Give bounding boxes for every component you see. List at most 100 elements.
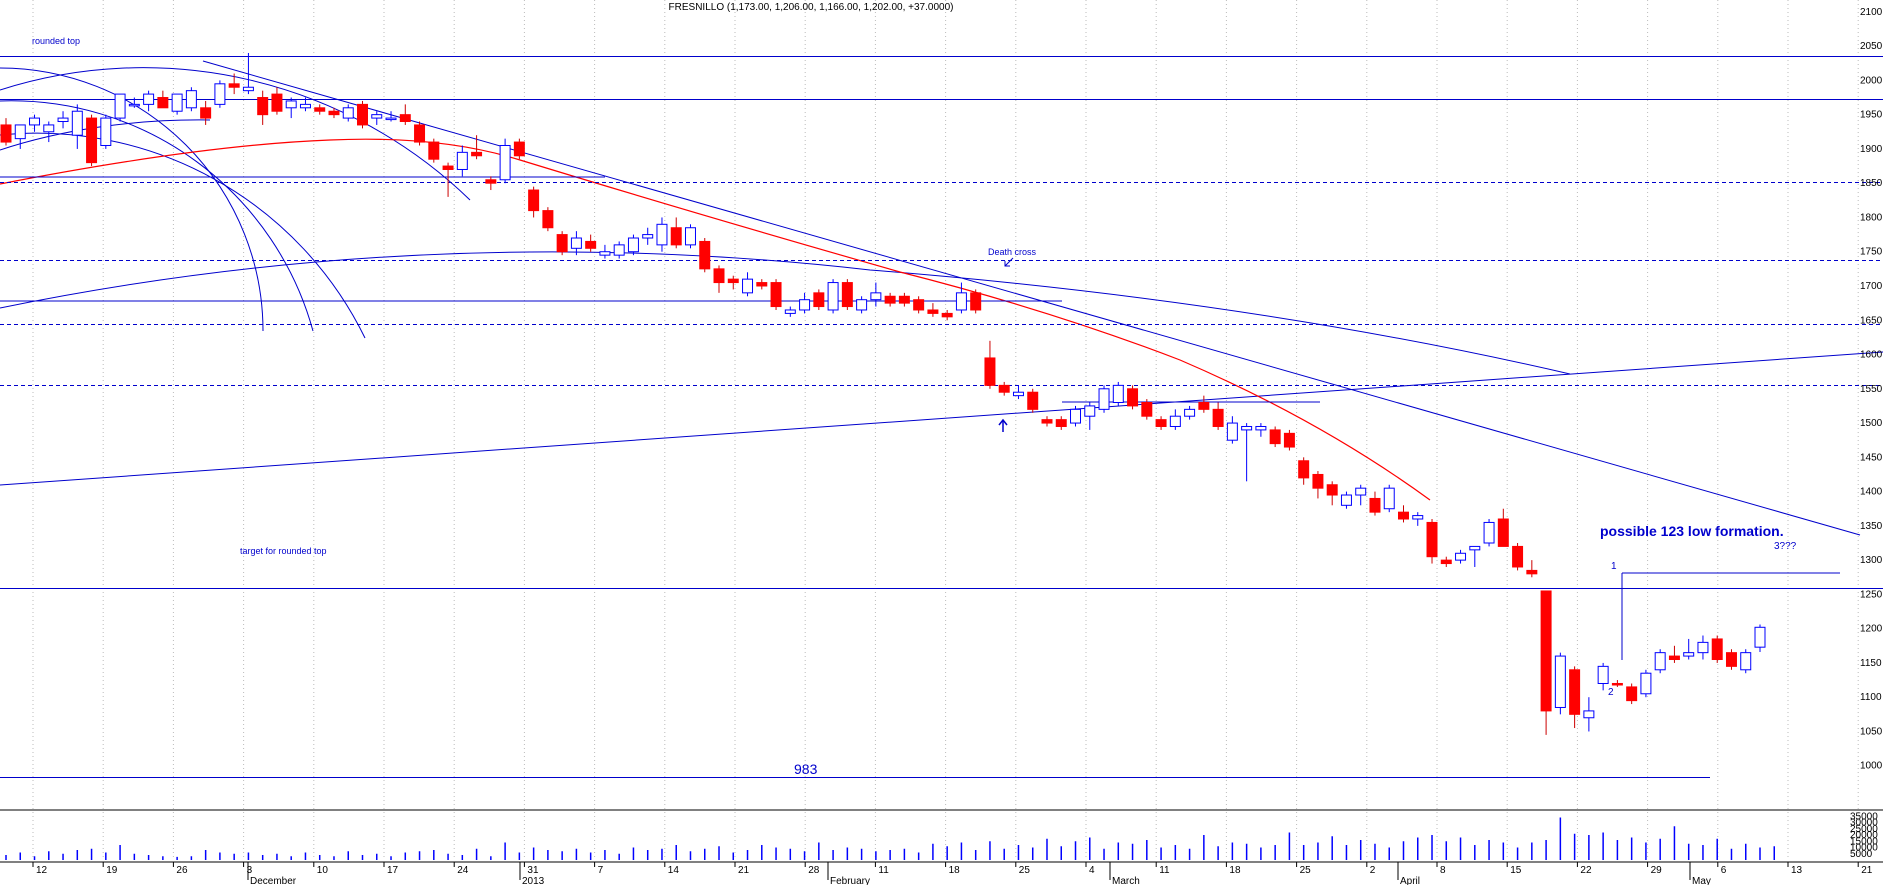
candle-body-up xyxy=(1112,384,1124,404)
horizontal-levels xyxy=(0,56,1883,778)
candle-body-down xyxy=(770,282,782,308)
candle-body-down xyxy=(699,240,711,270)
candle-body-down xyxy=(228,83,240,88)
volume-bars xyxy=(5,817,1776,860)
candle-body-down xyxy=(271,93,283,112)
candle-body-up xyxy=(684,227,696,246)
candle-body-down xyxy=(485,179,497,184)
volume-tick-label: 15000 xyxy=(1850,836,1878,847)
time-tick-label: 4 xyxy=(1089,865,1095,876)
month-label: April xyxy=(1400,876,1420,885)
price-tick-label: 1150 xyxy=(1860,658,1882,669)
time-tick-label: 19 xyxy=(106,865,118,876)
candle-body-down xyxy=(1569,669,1581,715)
time-tick-label: 25 xyxy=(1300,865,1312,876)
death-cross-arrow xyxy=(1004,257,1014,267)
candle-body-up xyxy=(114,93,126,119)
time-tick-label: 15 xyxy=(1510,865,1522,876)
time-tick-label: 11 xyxy=(1159,865,1170,876)
candle-body-up xyxy=(1469,545,1481,551)
month-label: March xyxy=(1112,876,1140,885)
candle-body-up xyxy=(71,110,83,136)
candle-body-down xyxy=(1141,402,1153,417)
price-tick-label: 1100 xyxy=(1860,692,1882,703)
candle-body-down xyxy=(1283,432,1295,448)
volume-tick-label: 10000 xyxy=(1850,843,1878,854)
annotation-123-low: possible 123 low formation. xyxy=(1600,523,1784,539)
time-tick-label: 14 xyxy=(668,865,680,876)
candle-body-up xyxy=(955,292,967,311)
candle-body-down xyxy=(556,234,568,253)
candle-body-down xyxy=(998,384,1010,393)
candle-body-down xyxy=(727,278,739,284)
price-tick-label: 2100 xyxy=(1860,7,1883,18)
candle-body-down xyxy=(898,295,910,304)
price-tick-label: 1650 xyxy=(1860,315,1883,326)
candle-body-down xyxy=(756,282,768,287)
price-tick-label: 1900 xyxy=(1860,144,1883,155)
candle-body-down xyxy=(1369,497,1381,513)
candle-body-down xyxy=(314,107,326,112)
time-tick-label: 10 xyxy=(317,865,329,876)
price-tick-label: 1250 xyxy=(1860,589,1883,600)
moving-average-line xyxy=(0,138,1431,501)
candle-body-down xyxy=(0,124,12,143)
rounded-top-arc-inner xyxy=(0,132,366,339)
candles xyxy=(0,52,1766,735)
price-tick-label: 1700 xyxy=(1860,281,1883,292)
candle-body-down xyxy=(1312,473,1324,489)
candle-body-down xyxy=(927,309,939,314)
candle-body-down xyxy=(1055,419,1067,427)
price-axis: 1000 1050 1100 1150 1200 1250 1300 1350 1400 1450… xyxy=(1860,7,1883,772)
fan-arc-big xyxy=(0,67,471,201)
volume-tick-label: 20000 xyxy=(1850,830,1878,841)
candle-body-down xyxy=(1725,652,1737,667)
candle-body-up xyxy=(1740,652,1752,671)
annotation-death-cross: Death cross xyxy=(988,247,1037,257)
time-tick-label: 8 xyxy=(1440,865,1446,876)
price-tick-label: 1300 xyxy=(1860,555,1883,566)
candle-body-down xyxy=(1497,518,1509,547)
candle-body-down xyxy=(1269,429,1281,445)
time-tick-label: 7 xyxy=(598,865,604,876)
candle-body-up xyxy=(242,86,254,92)
time-axis: 12 19 26 3 10 17 24 31 7 14 21 28 11 18 25 4 11 18 25 2 8 15 2… xyxy=(32,862,1873,885)
candle-body-down xyxy=(200,107,212,119)
candle-body-down xyxy=(1540,590,1552,712)
price-tick-label: 1000 xyxy=(1860,761,1883,772)
volume-tick-label: 25000 xyxy=(1850,824,1878,835)
price-tick-label: 1450 xyxy=(1860,452,1883,463)
annotation-rounded-top: rounded top xyxy=(32,36,80,46)
candle-body-up xyxy=(856,299,868,311)
candle-body-up xyxy=(1184,408,1196,417)
volume-tick-label: 30000 xyxy=(1850,818,1878,829)
candle-body-up xyxy=(1554,655,1566,708)
annotation-point-1: 1 xyxy=(1611,561,1617,572)
candle-body-up xyxy=(1483,521,1495,544)
candle-body-up xyxy=(1226,422,1238,441)
candle-body-down xyxy=(257,97,269,116)
candle-body-up xyxy=(1340,494,1352,506)
price-tick-label: 1850 xyxy=(1860,178,1883,189)
time-tick-label: 12 xyxy=(36,865,48,876)
time-tick-label: 6 xyxy=(1721,865,1727,876)
candle-body-down xyxy=(328,110,340,116)
candle-body-up xyxy=(827,282,839,311)
candle-body-down xyxy=(414,124,426,143)
candle-body-down xyxy=(1155,419,1167,427)
candle-body-up xyxy=(1583,710,1595,719)
candle-body-up xyxy=(1597,665,1609,684)
candle-body-up xyxy=(627,237,639,253)
time-tick-label: 26 xyxy=(176,865,188,876)
price-tick-label: 1400 xyxy=(1860,487,1883,498)
candle-body-down xyxy=(1298,460,1310,479)
time-tick-label: 2 xyxy=(1370,865,1376,876)
rounded-top-arc-mid xyxy=(0,100,314,332)
price-tick-label: 1950 xyxy=(1860,110,1883,121)
time-tick-label: 24 xyxy=(457,865,469,876)
price-tick-label: 1050 xyxy=(1860,726,1883,737)
candle-body-up xyxy=(299,103,311,109)
month-label: December xyxy=(250,876,297,885)
time-tick-label: 11 xyxy=(878,865,889,876)
time-tick-label: 18 xyxy=(1229,865,1241,876)
